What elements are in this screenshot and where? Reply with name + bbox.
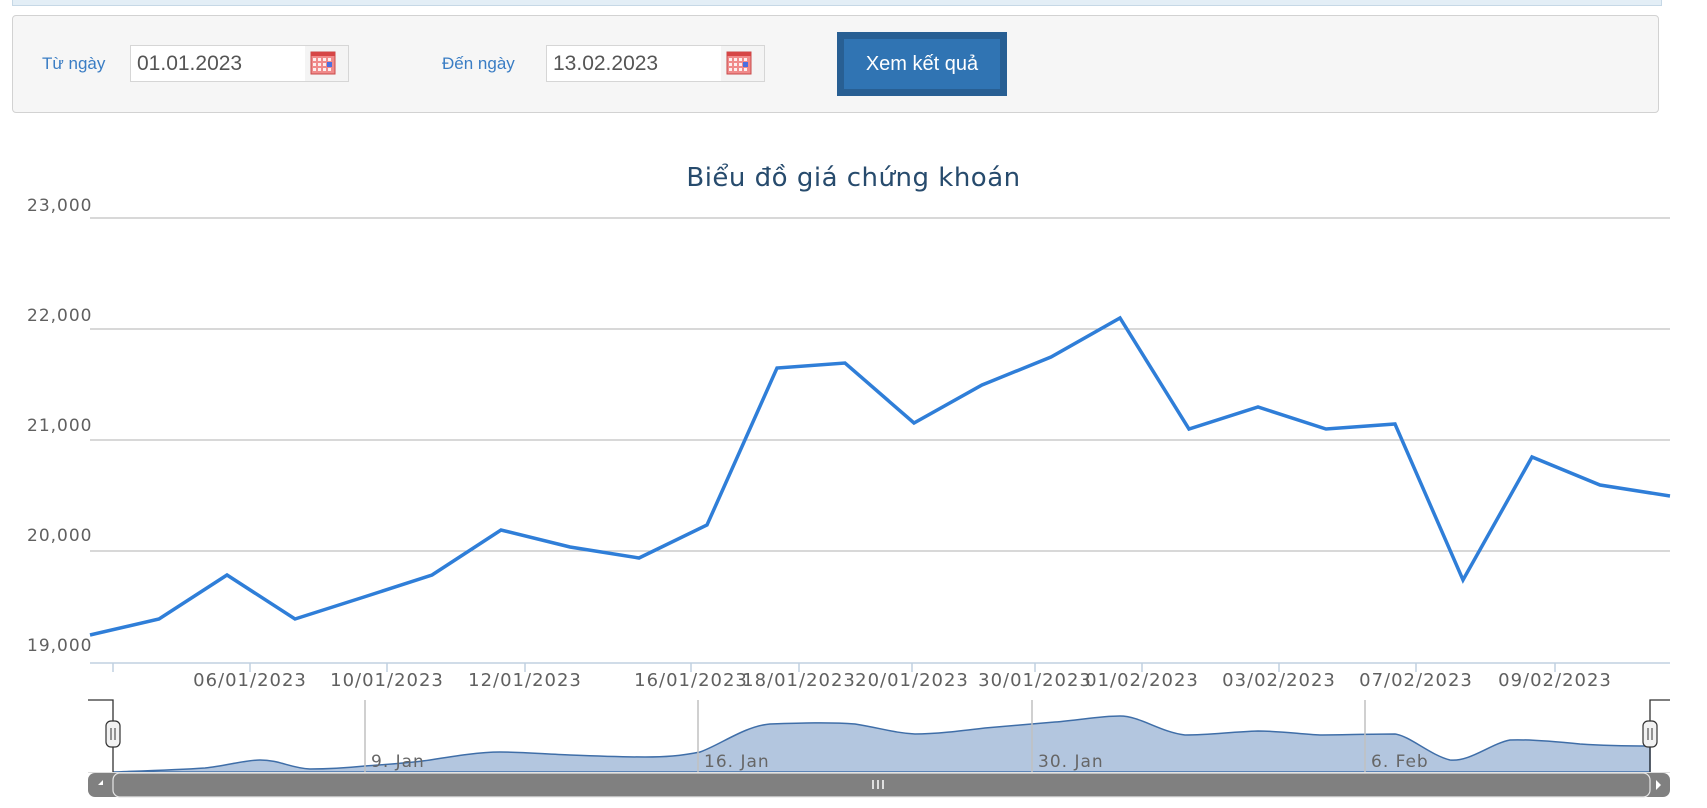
x-ticks	[112, 663, 1556, 672]
navigator-right-handle[interactable]	[1642, 720, 1658, 748]
from-date-value[interactable]: 01.01.2023	[137, 52, 243, 75]
navigator-right-outline	[1649, 699, 1670, 772]
price-line	[89, 315, 1671, 637]
from-date-calendar-button[interactable]	[305, 46, 348, 81]
to-date-input[interactable]: 13.02.2023	[546, 45, 765, 82]
calendar-icon	[726, 51, 752, 75]
navigator-label: 16. Jan	[704, 752, 770, 772]
y-tick-19000: 19,000	[27, 636, 93, 656]
y-tick-22000: 22,000	[27, 306, 93, 326]
to-date-value[interactable]: 13.02.2023	[553, 52, 659, 75]
x-tick-label: 18/01/2023	[742, 670, 856, 691]
navigator-left-outline	[88, 699, 114, 772]
navigator-left-handle[interactable]	[105, 720, 121, 748]
x-tick-label: 16/01/2023	[634, 670, 748, 691]
gridlines	[90, 217, 1670, 552]
x-tick-label: 20/01/2023	[855, 670, 969, 691]
to-date-label: Đến ngày	[442, 54, 515, 73]
y-tick-20000: 20,000	[27, 526, 93, 546]
x-tick-label: 07/02/2023	[1359, 670, 1473, 691]
x-tick-label: 30/01/2023	[978, 670, 1092, 691]
chart-title: Biểu đồ giá chứng khoán	[686, 163, 1021, 193]
navigator	[88, 699, 1670, 798]
view-results-label: Xem kết quả	[844, 39, 1000, 89]
x-tick-label: 09/02/2023	[1498, 670, 1612, 691]
x-tick-label: 01/02/2023	[1085, 670, 1199, 691]
x-tick-label: 03/02/2023	[1222, 670, 1336, 691]
x-tick-label: 10/01/2023	[330, 670, 444, 691]
y-tick-21000: 21,000	[27, 416, 93, 436]
x-tick-label: 06/01/2023	[193, 670, 307, 691]
from-date-label: Từ ngày	[42, 54, 106, 73]
calendar-icon	[310, 51, 336, 75]
x-tick-label: 12/01/2023	[468, 670, 582, 691]
top-bar	[12, 0, 1662, 6]
to-date-calendar-button[interactable]	[721, 46, 764, 81]
scroll-right-arrow-icon	[1656, 780, 1661, 790]
navigator-label: 6. Feb	[1371, 752, 1429, 772]
navigator-label: 9. Jan	[371, 752, 425, 772]
from-date-input[interactable]: 01.01.2023	[130, 45, 349, 82]
navigator-label: 30. Jan	[1038, 752, 1104, 772]
navigator-scrollbar[interactable]	[88, 772, 1670, 798]
scrollbar-grip-icon	[872, 780, 884, 789]
view-results-button[interactable]: Xem kết quả	[837, 32, 1007, 96]
scroll-left-arrow-icon	[98, 780, 103, 790]
y-tick-23000: 23,000	[27, 196, 93, 216]
